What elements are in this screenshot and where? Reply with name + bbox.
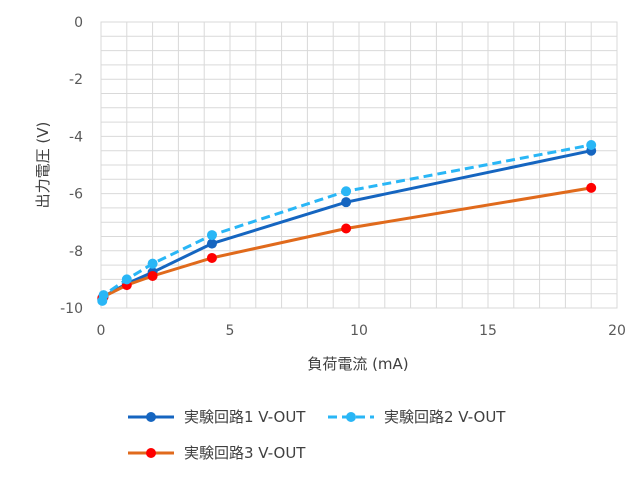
data-point bbox=[147, 258, 158, 269]
data-point bbox=[341, 223, 352, 234]
plot-border bbox=[100, 21, 618, 309]
x-tick-label: 0 bbox=[97, 323, 106, 339]
y-tick-label: -4 bbox=[69, 129, 83, 145]
legend-marker bbox=[146, 412, 156, 422]
x-tick-label: 5 bbox=[226, 323, 235, 339]
data-point bbox=[341, 186, 352, 197]
plot-area bbox=[97, 139, 597, 306]
y-tick-label: -8 bbox=[69, 244, 83, 260]
y-tick-label: 0 bbox=[74, 15, 83, 31]
data-point bbox=[586, 182, 597, 193]
y-tick-label: -2 bbox=[69, 72, 83, 88]
y-tick-label: -10 bbox=[60, 301, 83, 317]
data-point bbox=[586, 139, 597, 150]
data-point bbox=[147, 270, 158, 281]
data-point bbox=[206, 230, 217, 241]
data-point bbox=[121, 274, 132, 285]
x-tick-label: 20 bbox=[608, 323, 626, 339]
x-tick-label: 10 bbox=[350, 323, 368, 339]
x-tick-label: 15 bbox=[479, 323, 497, 339]
legend-label: 実験回路2 V-OUT bbox=[384, 408, 506, 426]
data-point bbox=[341, 197, 352, 208]
axes: 0 -2 -4 -6 -8 -10 0 5 10 15 20 bbox=[60, 15, 626, 339]
legend-label: 実験回路1 V-OUT bbox=[184, 408, 306, 426]
legend-label: 実験回路3 V-OUT bbox=[184, 444, 306, 462]
data-point bbox=[206, 252, 217, 263]
legend-marker bbox=[346, 412, 356, 422]
y-axis-title: 出力電圧 (V) bbox=[34, 122, 52, 209]
data-point bbox=[206, 238, 217, 249]
series-line bbox=[100, 143, 592, 302]
grid bbox=[100, 21, 618, 309]
data-point bbox=[98, 290, 109, 301]
x-axis-title: 負荷電流 (mA) bbox=[307, 355, 408, 373]
y-tick-label: -6 bbox=[69, 187, 83, 203]
legend: 実験回路1 V-OUT 実験回路2 V-OUT 実験回路3 V-OUT bbox=[128, 408, 506, 462]
legend-marker bbox=[146, 448, 156, 458]
